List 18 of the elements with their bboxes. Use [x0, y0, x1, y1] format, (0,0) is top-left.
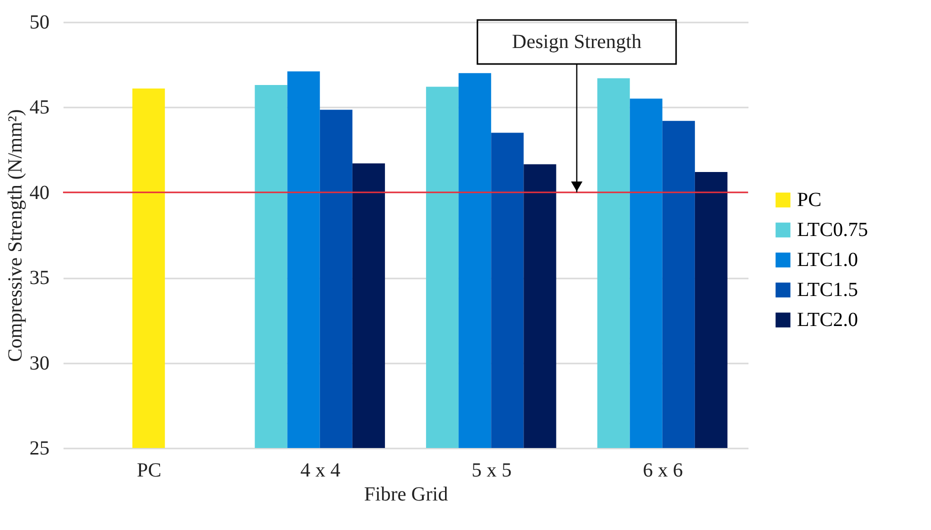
y-tick-label: 35: [30, 267, 50, 290]
legend-label: PC: [797, 189, 822, 211]
x-tick-label: 5 x 5: [472, 460, 512, 482]
legend-label: LTC2.0: [797, 309, 858, 331]
y-tick-label: 40: [30, 182, 50, 204]
legend-label: LTC1.0: [797, 249, 858, 271]
legend-label: LTC1.5: [797, 279, 858, 301]
ref-line-label: Design Strength: [512, 31, 642, 53]
y-tick-label: 50: [30, 12, 50, 34]
x-tick-label: 4 x 4: [300, 460, 340, 482]
y-tick-label: 30: [30, 352, 50, 374]
y-tick-label: 45: [30, 96, 50, 119]
y-tick-label: 25: [30, 438, 50, 460]
x-tick-label: 6 x 6: [642, 460, 683, 482]
legend-label: LTC0.75: [797, 219, 868, 241]
x-axis-title: Fibre Grid: [364, 484, 448, 506]
y-axis-title: Compressive Strength (N/mm²): [4, 109, 26, 362]
x-tick-label: PC: [136, 460, 162, 482]
